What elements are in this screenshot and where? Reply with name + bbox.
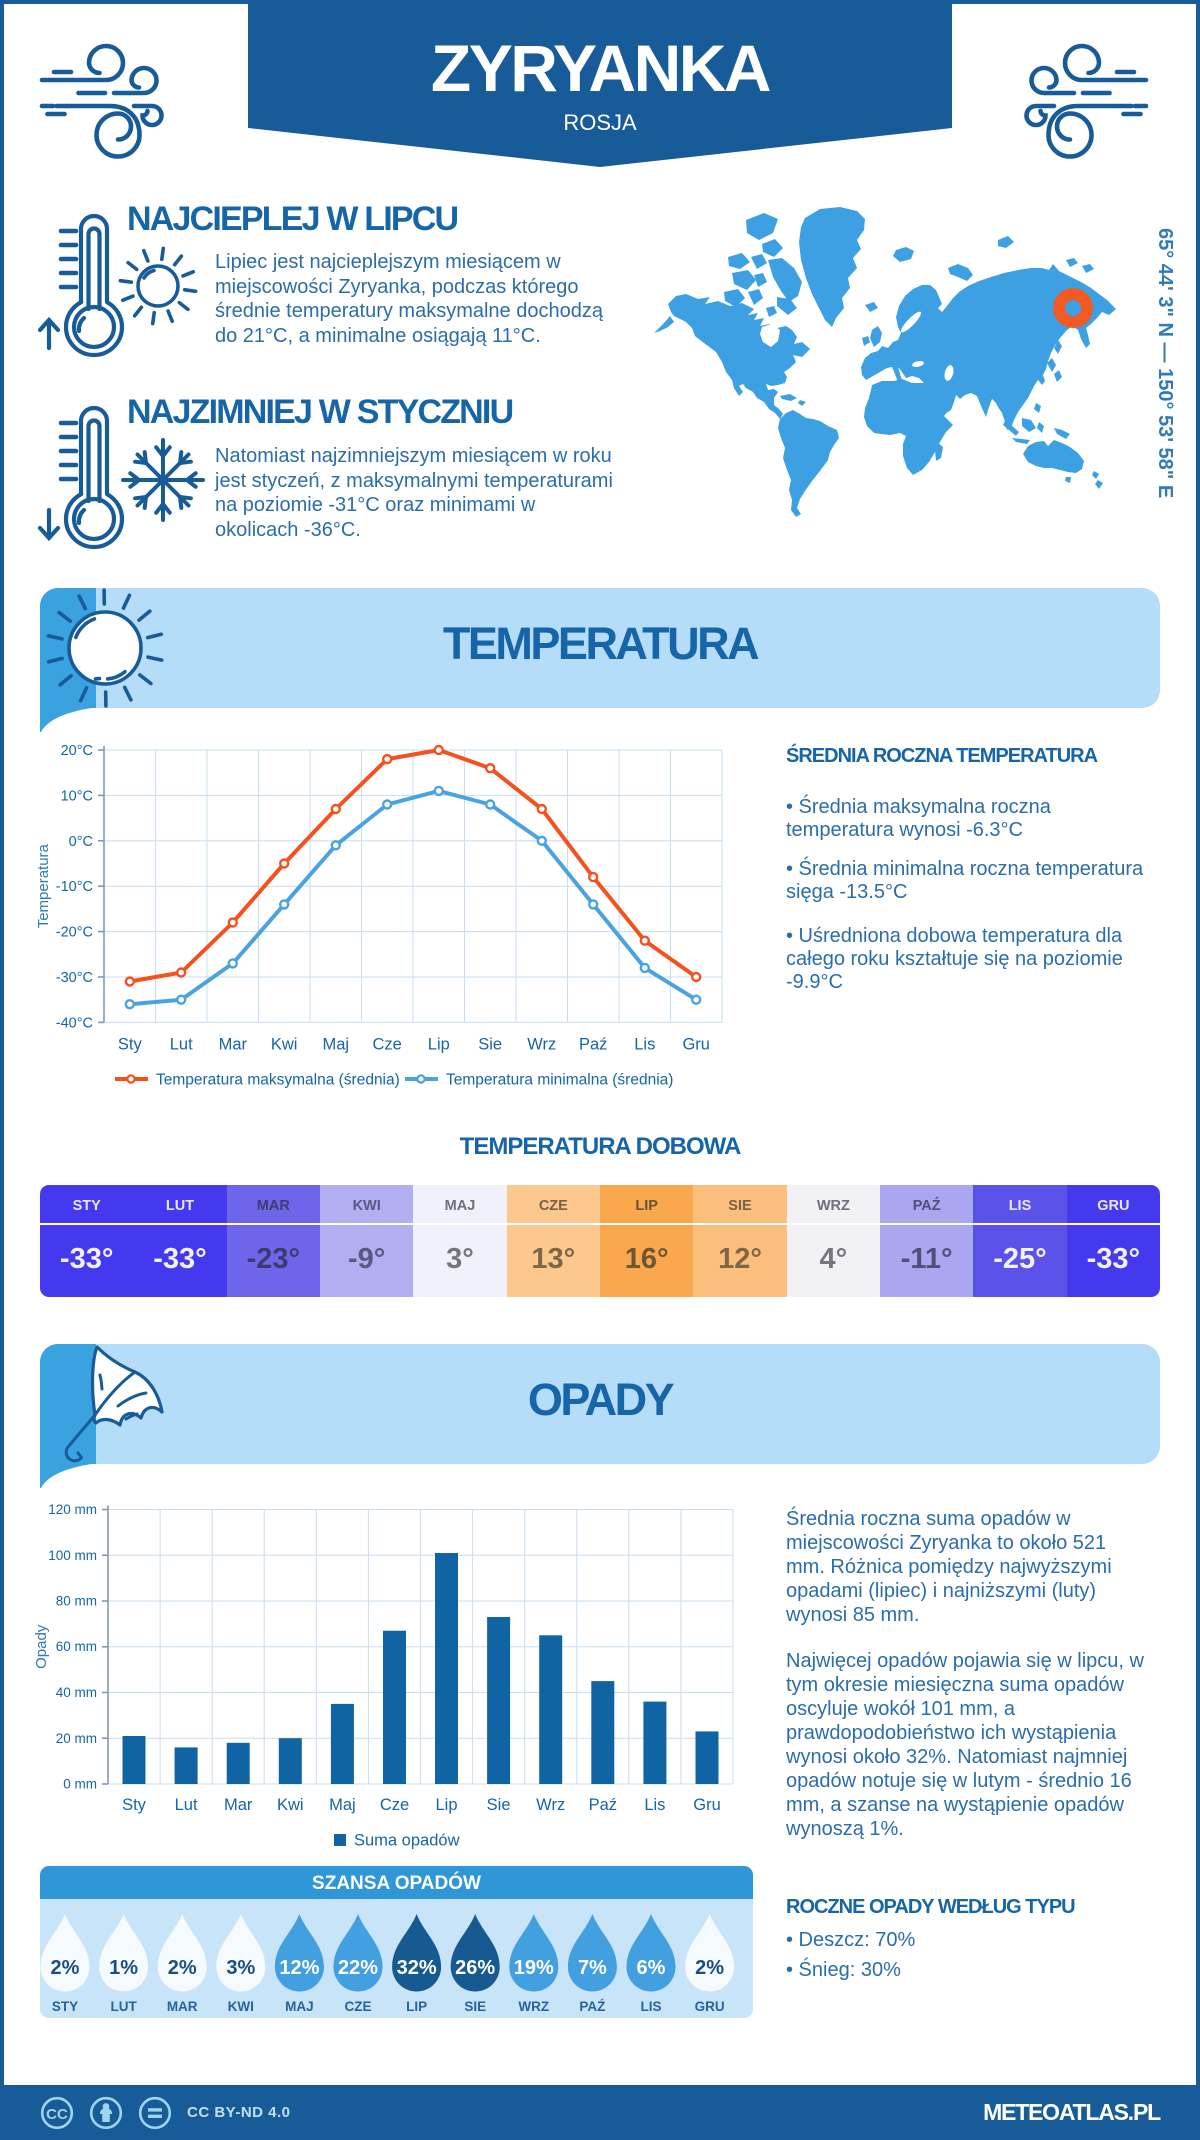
- svg-text:CC: CC: [46, 2106, 68, 2123]
- svg-text:LIS: LIS: [640, 1999, 661, 2014]
- svg-text:Suma opadów: Suma opadów: [354, 1832, 460, 1850]
- svg-text:Sty: Sty: [118, 1035, 143, 1053]
- svg-text:19%: 19%: [514, 1957, 554, 1979]
- svg-text:OPADY: OPADY: [528, 1374, 675, 1425]
- svg-text:Cze: Cze: [373, 1035, 402, 1053]
- svg-text:20 mm: 20 mm: [56, 1731, 97, 1746]
- svg-text:Temperatura maksymalna (średni: Temperatura maksymalna (średnia): [156, 1072, 400, 1089]
- svg-text:22%: 22%: [338, 1957, 378, 1979]
- svg-text:Cze: Cze: [380, 1796, 409, 1814]
- svg-text:SIE: SIE: [464, 1999, 486, 2014]
- svg-text:Lip: Lip: [435, 1796, 457, 1814]
- svg-text:32%: 32%: [397, 1957, 437, 1979]
- svg-text:Kwi: Kwi: [277, 1796, 304, 1814]
- svg-text:60 mm: 60 mm: [56, 1639, 97, 1654]
- svg-text:MAR: MAR: [167, 1999, 198, 2014]
- svg-text:-30°C: -30°C: [56, 970, 93, 986]
- svg-text:1%: 1%: [109, 1957, 138, 1979]
- svg-text:Sie: Sie: [487, 1796, 511, 1814]
- svg-text:KWI: KWI: [228, 1999, 254, 2014]
- svg-text:0 mm: 0 mm: [63, 1777, 97, 1792]
- svg-text:Opady: Opady: [33, 1624, 50, 1669]
- svg-text:GRU: GRU: [695, 1999, 725, 2014]
- svg-text:Sty: Sty: [122, 1796, 147, 1814]
- svg-text:TEMPERATURA: TEMPERATURA: [443, 618, 759, 669]
- svg-text:100 mm: 100 mm: [48, 1548, 97, 1563]
- svg-text:12%: 12%: [279, 1957, 319, 1979]
- svg-text:Maj: Maj: [323, 1035, 350, 1053]
- svg-text:Lis: Lis: [644, 1796, 665, 1814]
- svg-text:2%: 2%: [168, 1957, 197, 1979]
- svg-text:20°C: 20°C: [61, 743, 93, 759]
- svg-text:120 mm: 120 mm: [48, 1502, 97, 1517]
- svg-text:WRZ: WRZ: [518, 1999, 549, 2014]
- svg-text:10°C: 10°C: [61, 788, 93, 804]
- svg-text:LIP: LIP: [406, 1999, 427, 2014]
- svg-text:Paź: Paź: [589, 1796, 617, 1814]
- svg-text:Mar: Mar: [224, 1796, 253, 1814]
- svg-text:-10°C: -10°C: [56, 879, 93, 895]
- svg-text:CZE: CZE: [345, 1999, 372, 2014]
- svg-text:MAJ: MAJ: [285, 1999, 314, 2014]
- svg-text:Mar: Mar: [219, 1035, 248, 1053]
- svg-text:Lut: Lut: [175, 1796, 198, 1814]
- svg-text:Lis: Lis: [634, 1035, 655, 1053]
- svg-text:Temperatura: Temperatura: [35, 843, 52, 928]
- svg-text:Lip: Lip: [428, 1035, 450, 1053]
- svg-text:LUT: LUT: [110, 1999, 137, 2014]
- svg-text:26%: 26%: [455, 1957, 495, 1979]
- svg-text:Sie: Sie: [478, 1035, 502, 1053]
- svg-text:Gru: Gru: [693, 1796, 721, 1814]
- svg-text:2%: 2%: [51, 1957, 80, 1979]
- svg-text:-20°C: -20°C: [56, 925, 93, 941]
- svg-text:2%: 2%: [695, 1957, 724, 1979]
- svg-text:Wrz: Wrz: [527, 1035, 556, 1053]
- svg-text:Lut: Lut: [170, 1035, 193, 1053]
- svg-text:3%: 3%: [226, 1957, 255, 1979]
- svg-text:Temperatura minimalna (średnia: Temperatura minimalna (średnia): [446, 1072, 673, 1089]
- svg-text:Maj: Maj: [329, 1796, 356, 1814]
- svg-text:40 mm: 40 mm: [56, 1685, 97, 1700]
- svg-text:6%: 6%: [637, 1957, 666, 1979]
- svg-text:Gru: Gru: [682, 1035, 710, 1053]
- svg-text:80 mm: 80 mm: [56, 1594, 97, 1609]
- svg-text:STY: STY: [52, 1999, 78, 2014]
- svg-text:7%: 7%: [578, 1957, 607, 1979]
- svg-text:0°C: 0°C: [69, 834, 93, 850]
- svg-text:Paź: Paź: [579, 1035, 607, 1053]
- svg-text:PAŹ: PAŹ: [579, 1999, 605, 2014]
- svg-text:Kwi: Kwi: [271, 1035, 298, 1053]
- svg-text:-40°C: -40°C: [56, 1015, 93, 1031]
- svg-text:Wrz: Wrz: [536, 1796, 565, 1814]
